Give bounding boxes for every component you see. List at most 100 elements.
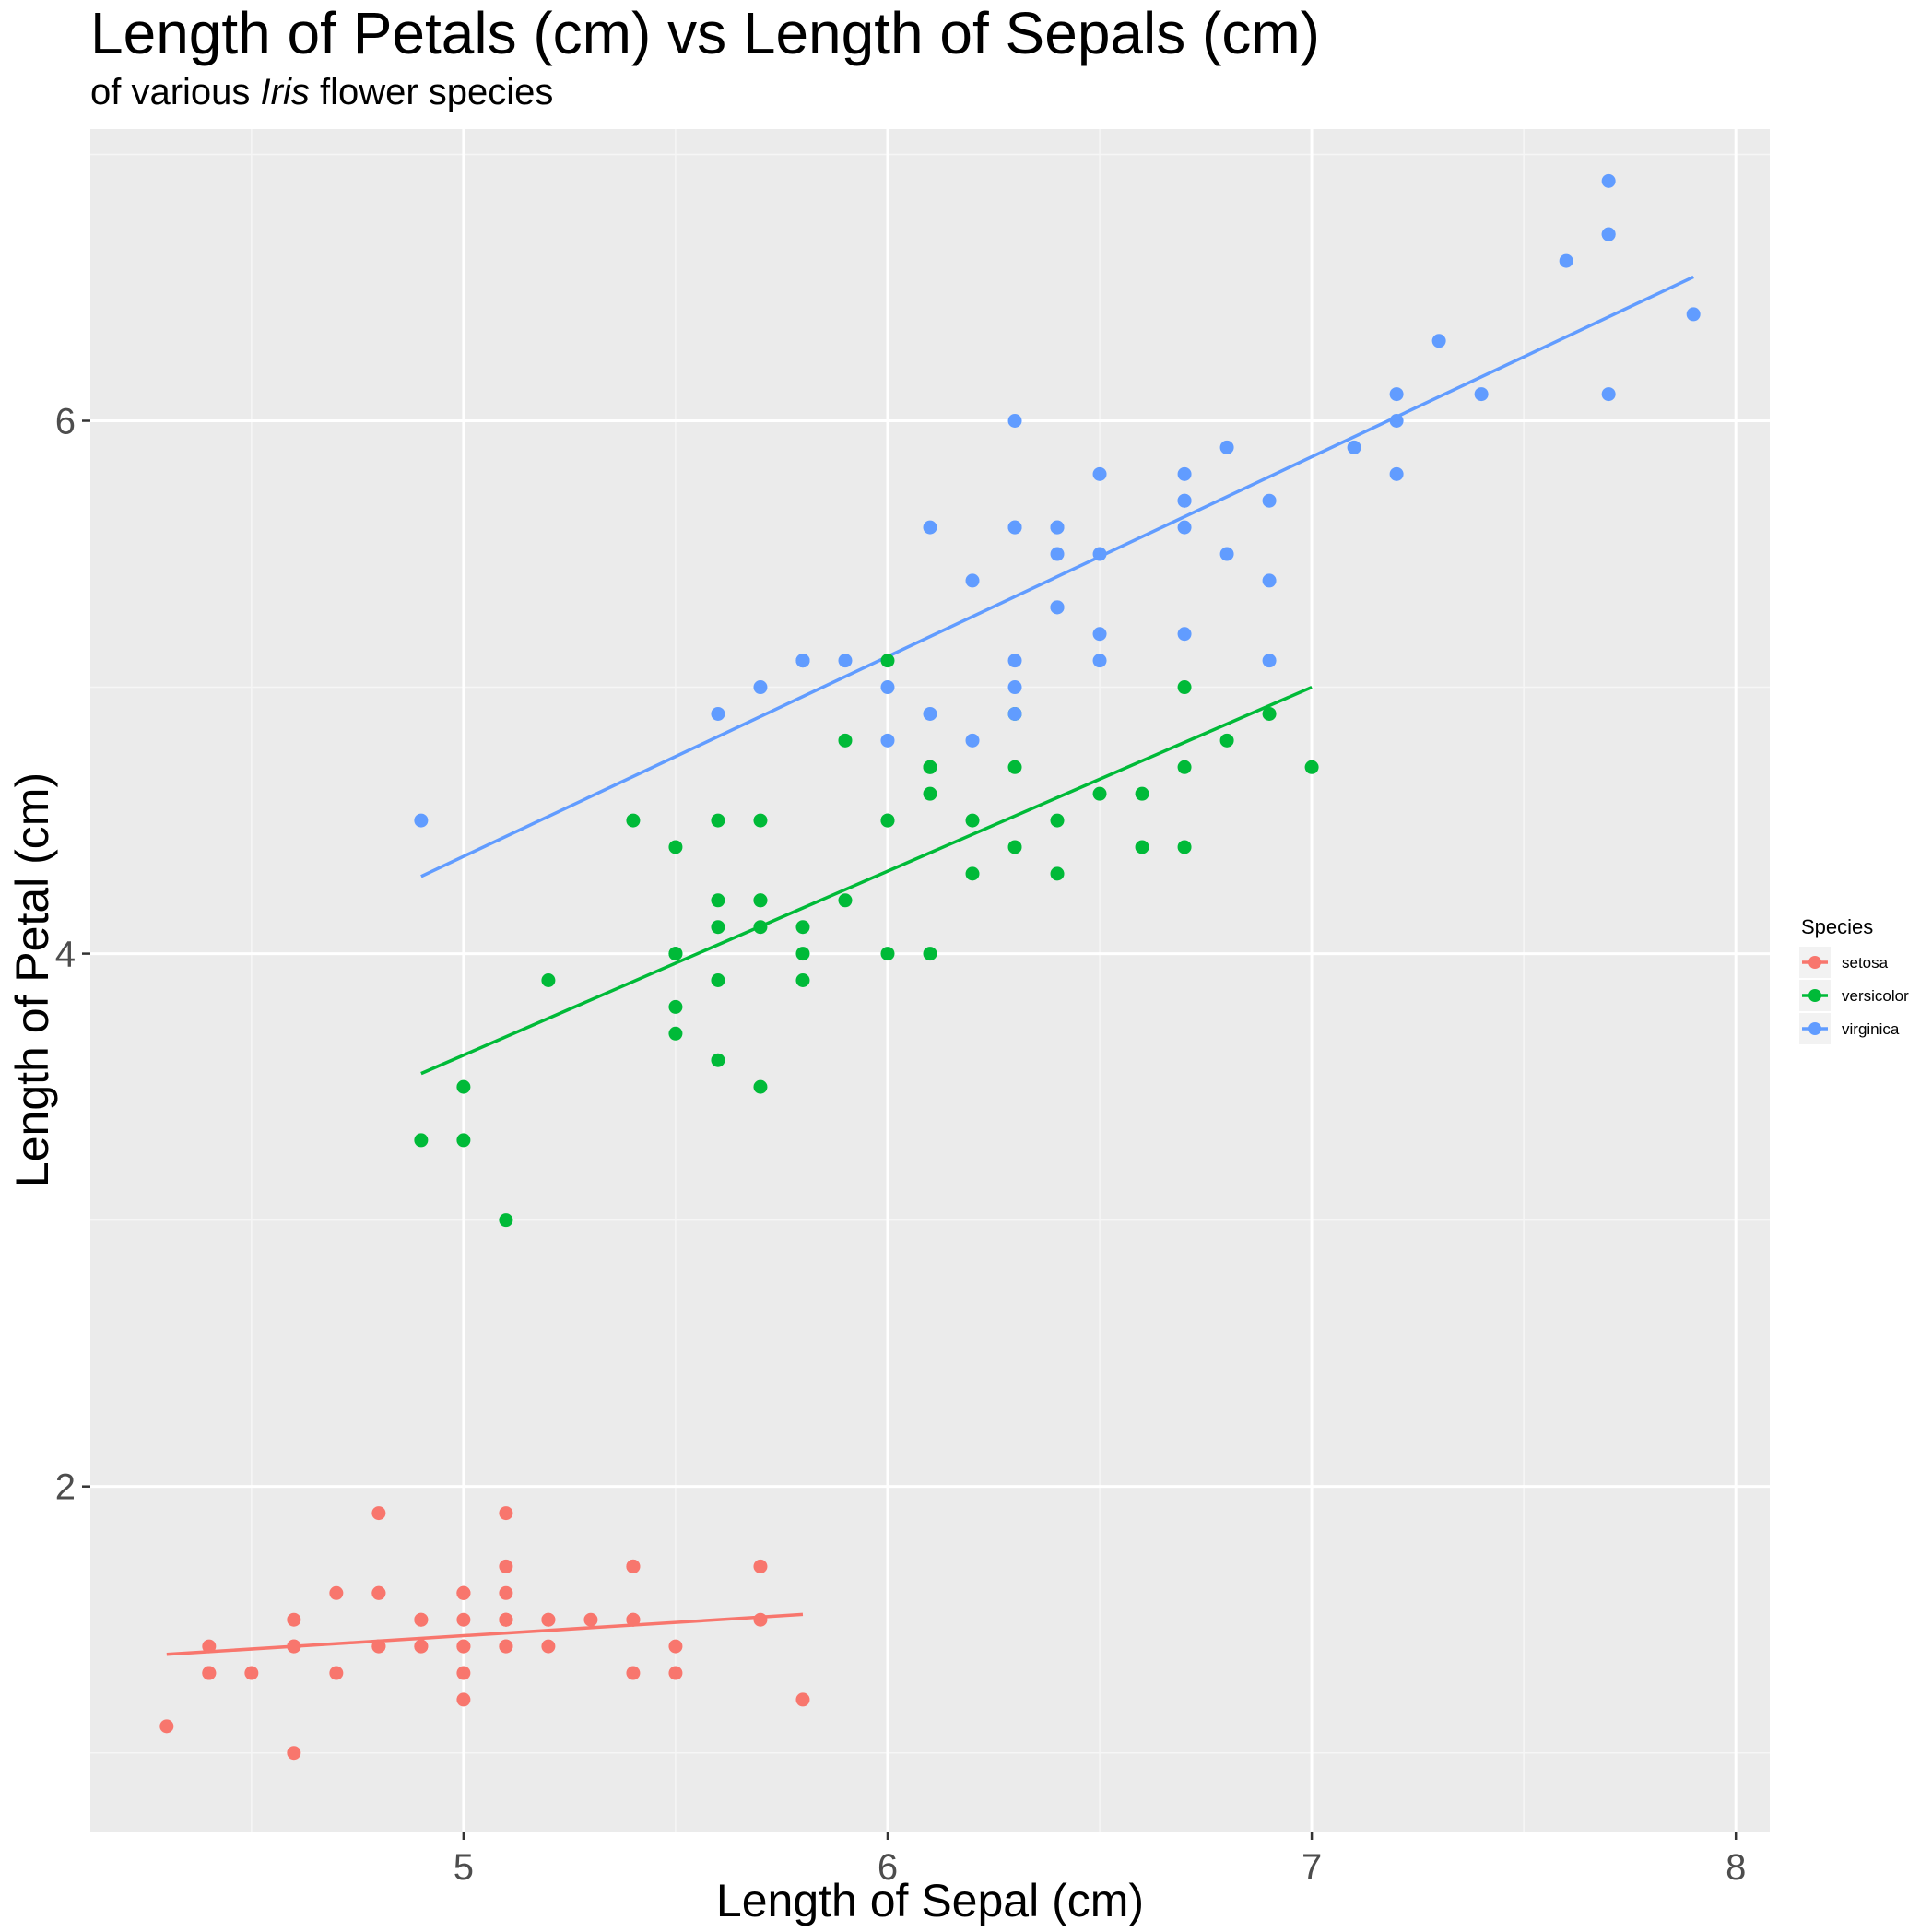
setosa-point-22 — [287, 1746, 301, 1761]
setosa-point-44 — [499, 1506, 513, 1521]
legend-keys: setosa versicolor virginica — [1799, 947, 1909, 1044]
versicolor-point-12 — [880, 947, 895, 961]
setosa-point-23 — [499, 1559, 513, 1573]
virginica-point-47 — [1092, 627, 1107, 642]
versicolor-point-5 — [753, 813, 768, 828]
x-axis-title: Length of Sepal (cm) — [716, 1875, 1144, 1926]
y-tick-label-1: 4 — [55, 935, 76, 975]
y-axis-ticks: 2 4 6 — [55, 402, 90, 1508]
virginica-point-32 — [1050, 520, 1065, 535]
versicolor-point-26 — [1219, 733, 1234, 748]
setosa-point-2 — [329, 1666, 344, 1680]
setosa-point-24 — [371, 1506, 386, 1521]
virginica-point-39 — [1262, 573, 1277, 588]
setosa-point-43 — [456, 1585, 471, 1600]
versicolor-point-30 — [668, 999, 683, 1014]
versicolor-point-25 — [1135, 840, 1149, 854]
setosa-point-35 — [456, 1692, 471, 1707]
fit-lines — [166, 275, 1694, 1656]
plot-panel — [90, 129, 1770, 1832]
virginica-point-46 — [1007, 680, 1022, 695]
versicolor-point-41 — [923, 786, 937, 801]
virginica-point-26 — [965, 733, 980, 748]
x-axis-ticks: 5 6 7 8 — [454, 1832, 1746, 1888]
versicolor-point-37 — [1007, 840, 1022, 854]
x-tick-label-3: 8 — [1726, 1847, 1746, 1888]
versicolor-point-23 — [923, 760, 937, 774]
setosa-point-48 — [583, 1612, 598, 1627]
x-tick-label-0: 5 — [454, 1847, 474, 1888]
virginica-point-45 — [1177, 627, 1192, 642]
versicolor-point-7 — [414, 1133, 429, 1148]
versicolor-point-32 — [795, 973, 810, 987]
subtitle-part-3: flower species — [310, 72, 554, 112]
y-tick-label-0: 2 — [55, 1467, 76, 1508]
versicolor-point-49 — [753, 920, 768, 935]
virginica-point-9 — [1389, 387, 1404, 402]
virginica-point-22 — [1601, 227, 1616, 242]
virginica-point-12 — [1219, 547, 1234, 561]
versicolor-point-1 — [1050, 813, 1065, 828]
setosa-point-13 — [159, 1719, 174, 1734]
versicolor-point-27 — [1177, 680, 1192, 695]
versicolor-point-11 — [838, 893, 853, 908]
virginica-point-18 — [1601, 173, 1616, 188]
virginica-point-10 — [1092, 654, 1107, 668]
versicolor-point-33 — [880, 654, 895, 668]
setosa-point-34 — [414, 1612, 429, 1627]
virginica-point-33 — [1007, 654, 1022, 668]
virginica-point-20 — [1262, 493, 1277, 508]
virginica-point-6 — [414, 813, 429, 828]
y-axis-title: Length of Petal (cm) — [6, 772, 58, 1187]
versicolor-point-10 — [456, 1079, 471, 1094]
x-tick-label-1: 6 — [878, 1847, 898, 1888]
virginica-point-16 — [1092, 547, 1107, 561]
chart-title: Length of Petals (cm) vs Length of Sepal… — [90, 0, 1320, 66]
legend-title: Species — [1801, 915, 1873, 938]
virginica-point-13 — [753, 680, 768, 695]
setosa-point-36 — [668, 1666, 683, 1680]
versicolor-point-8 — [1135, 786, 1149, 801]
virginica-point-48 — [965, 573, 980, 588]
versicolor-point-9 — [541, 973, 556, 987]
virginica-point-41 — [1262, 654, 1277, 668]
legend-point-versicolor — [1808, 989, 1821, 1002]
versicolor-point-2 — [1262, 706, 1277, 721]
setosa-point-41 — [244, 1666, 259, 1680]
virginica-point-34 — [923, 520, 937, 535]
versicolor-point-48 — [499, 1213, 513, 1228]
virginica-point-44 — [1177, 493, 1192, 508]
setosa-point-3 — [287, 1612, 301, 1627]
x-tick-label-2: 7 — [1302, 1847, 1322, 1888]
virginica-point-23 — [1007, 706, 1022, 721]
virginica-point-27 — [923, 706, 937, 721]
versicolor-point-36 — [1177, 760, 1192, 774]
versicolor-point-38 — [711, 920, 725, 935]
subtitle-part-italic: Iris — [261, 72, 310, 112]
setosa-point-32 — [541, 1612, 556, 1627]
versicolor-point-24 — [1050, 866, 1065, 881]
setosa-point-7 — [456, 1612, 471, 1627]
virginica-point-49 — [838, 654, 853, 668]
versicolor-point-40 — [668, 840, 683, 854]
setosa-point-30 — [371, 1585, 386, 1600]
setosa-point-28 — [541, 1639, 556, 1654]
setosa-point-17 — [499, 1639, 513, 1654]
legend-point-virginica — [1808, 1022, 1821, 1035]
virginica-point-43 — [1219, 440, 1234, 454]
versicolor-point-39 — [668, 947, 683, 961]
legend-label-versicolor: versicolor — [1842, 987, 1909, 1005]
virginica-point-0 — [1007, 414, 1022, 429]
setosa-point-8 — [202, 1639, 217, 1654]
versicolor-point-18 — [965, 813, 980, 828]
virginica-point-2 — [1347, 440, 1361, 454]
setosa-point-15 — [753, 1612, 768, 1627]
versicolor-point-20 — [838, 733, 853, 748]
setosa-point-49 — [456, 1639, 471, 1654]
versicolor-point-34 — [626, 813, 641, 828]
virginica-point-42 — [795, 654, 810, 668]
versicolor-point-35 — [880, 813, 895, 828]
virginica-point-37 — [1050, 547, 1065, 561]
setosa-point-45 — [371, 1639, 386, 1654]
